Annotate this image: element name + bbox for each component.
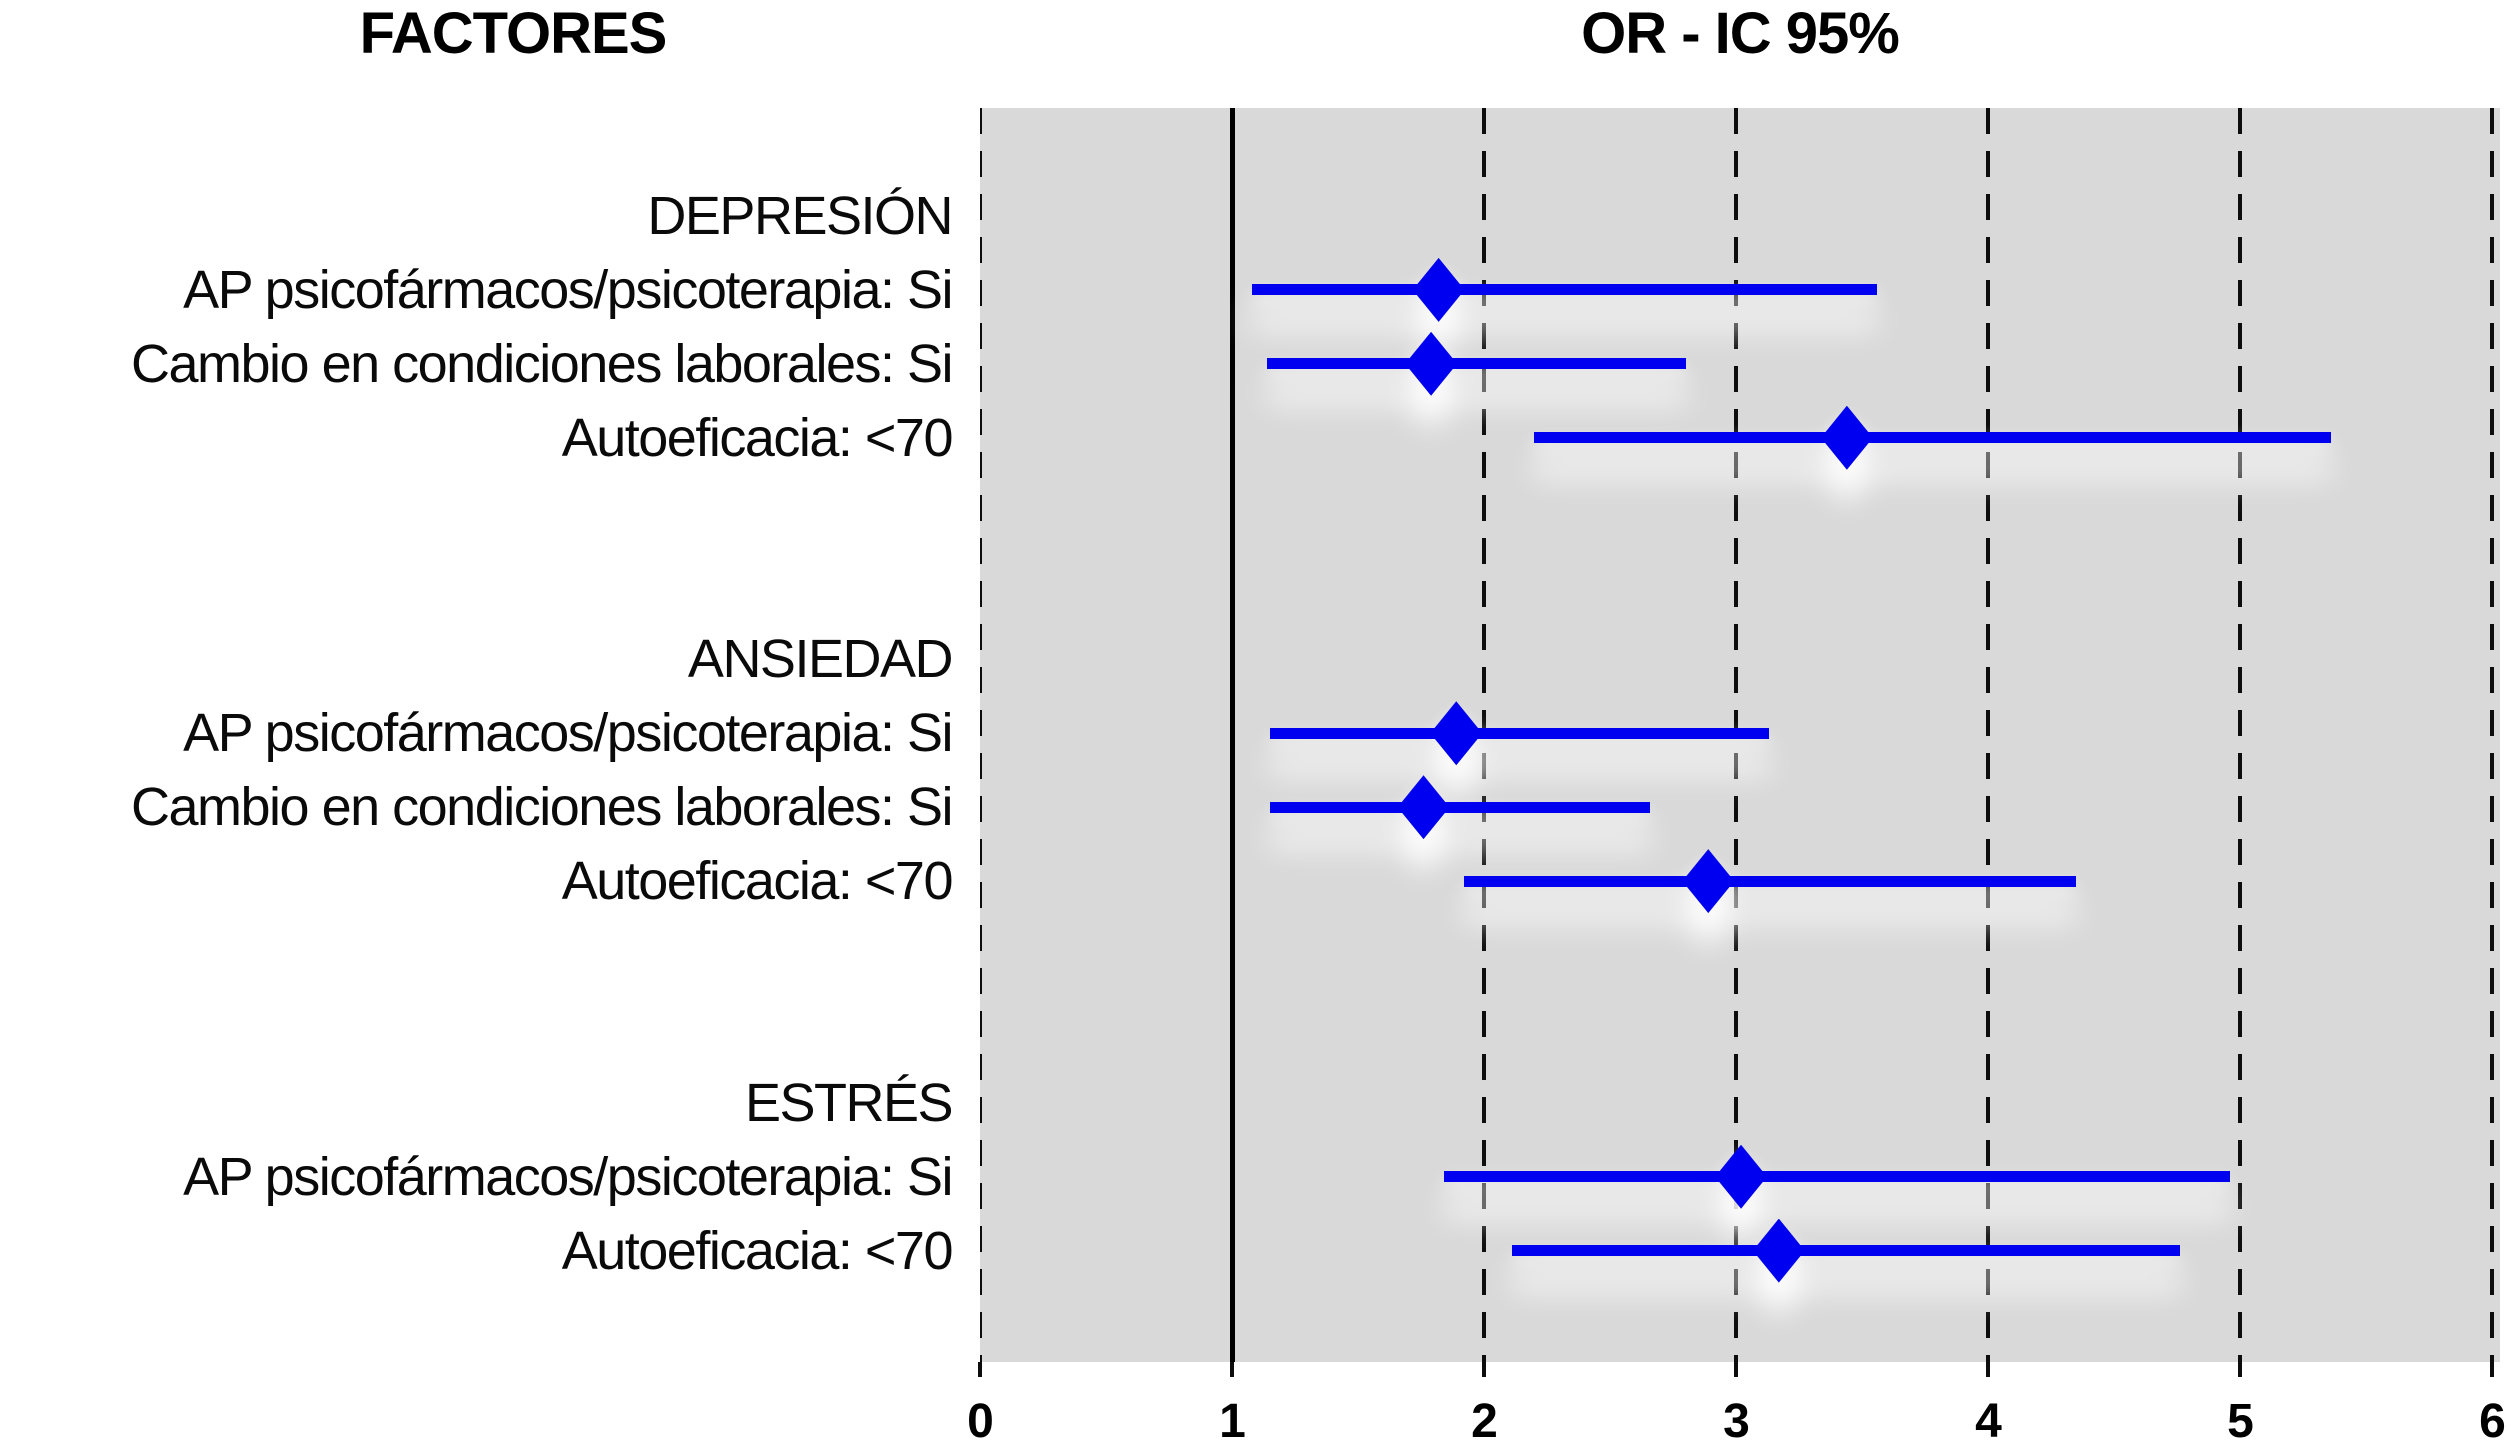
- or-diamond: [1430, 701, 1483, 766]
- x-tick-mark: [2238, 1362, 2242, 1377]
- x-tick-mark: [1230, 1362, 1234, 1377]
- factor-label: Autoeficacia: <70: [561, 407, 954, 468]
- x-tick-label: 6: [2479, 1395, 2506, 1448]
- or-diamond: [1682, 849, 1735, 914]
- gridline: [1986, 108, 1990, 1362]
- or-diamond: [1820, 405, 1873, 470]
- factor-label: AP psicofármacos/psicoterapia: Si: [183, 259, 953, 320]
- ci-line: [1269, 801, 1651, 813]
- ci-marker-row: [980, 1140, 2500, 1214]
- x-tick-mark: [1986, 1362, 1990, 1377]
- ci-line: [1511, 1245, 2180, 1257]
- ci-line: [1534, 432, 2331, 444]
- ci-marker-row: [980, 1214, 2500, 1288]
- factor-label: Cambio en condiciones laborales: Si: [131, 333, 954, 394]
- ci-line: [1463, 875, 2077, 887]
- x-tick-label: 2: [1471, 1395, 1498, 1448]
- x-tick-label: 1: [1219, 1395, 1246, 1448]
- x-tick-label: 3: [1723, 1395, 1750, 1448]
- factor-label: Autoeficacia: <70: [561, 851, 954, 912]
- x-tick-label: 5: [2227, 1395, 2254, 1448]
- ci-line: [1252, 284, 1878, 296]
- x-tick-mark: [1482, 1362, 1486, 1377]
- ci-marker-row: [980, 253, 2500, 327]
- gridline: [2238, 108, 2242, 1362]
- ci-marker-row: [980, 327, 2500, 401]
- ci-marker-row: [980, 401, 2500, 475]
- ci-line: [1269, 727, 1769, 739]
- x-tick-mark: [2490, 1362, 2494, 1377]
- x-tick-label: 4: [1975, 1395, 2002, 1448]
- factors-column-title: FACTORES: [359, 1, 668, 66]
- row-label-column: DEPRESIÓN AP psicofármacos/psicoterapia: …: [0, 0, 954, 1456]
- or-diamond: [1752, 1218, 1805, 1283]
- or-diamond: [1412, 257, 1465, 322]
- reference-gridline: [1229, 108, 1235, 1362]
- x-tick-mark: [1734, 1362, 1738, 1377]
- or-column-title: OR - IC 95%: [1581, 1, 1900, 66]
- group-label: DEPRESIÓN: [647, 186, 953, 246]
- group-label: ANSIEDAD: [687, 629, 954, 690]
- or-diamond: [1715, 1144, 1768, 1209]
- factor-label: Autoeficacia: <70: [561, 1220, 954, 1281]
- or-diamond: [1405, 331, 1458, 396]
- plot-area: [980, 108, 2500, 1362]
- group-label: ESTRÉS: [744, 1072, 954, 1133]
- ci-marker-row: [980, 844, 2500, 918]
- x-tick-mark: [978, 1362, 982, 1377]
- ci-line: [1443, 1171, 2230, 1183]
- ci-line: [1267, 358, 1686, 370]
- factor-label: Cambio en condiciones laborales: Si: [131, 777, 954, 838]
- factor-label: AP psicofármacos/psicoterapia: Si: [183, 703, 953, 764]
- or-diamond: [1397, 775, 1450, 840]
- gridline: [2490, 108, 2494, 1362]
- ci-marker-row: [980, 770, 2500, 844]
- gridline: [980, 108, 982, 1362]
- factor-label: AP psicofármacos/psicoterapia: Si: [183, 1146, 953, 1207]
- ci-marker-row: [980, 696, 2500, 770]
